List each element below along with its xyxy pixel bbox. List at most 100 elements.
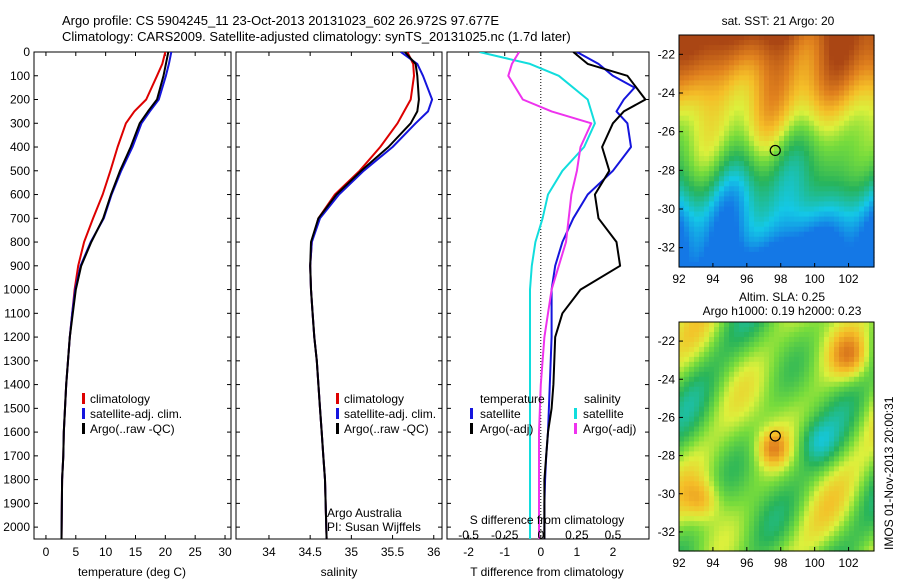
- heatmap-cell: [789, 211, 795, 218]
- heatmap-cell: [749, 431, 755, 438]
- heatmap-cell: [784, 120, 790, 127]
- heatmap-cell: [849, 396, 855, 403]
- heatmap-cell: [779, 521, 785, 527]
- heatmap-cell: [704, 511, 710, 517]
- heatmap-cell: [854, 416, 860, 423]
- heatmap-cell: [829, 531, 835, 537]
- heatmap-cell: [789, 196, 795, 203]
- heatmap-cell: [779, 261, 785, 268]
- heatmap-cell: [704, 151, 710, 157]
- heatmap-cell: [679, 80, 685, 87]
- heatmap-cell: [789, 85, 795, 92]
- heatmap-cell: [849, 366, 855, 373]
- heatmap-cell: [779, 401, 785, 408]
- heatmap-cell: [744, 201, 750, 208]
- heatmap-cell: [689, 506, 695, 512]
- heatmap-cell: [869, 406, 875, 413]
- heatmap-cell: [809, 531, 815, 537]
- heatmap-cell: [709, 35, 715, 41]
- heatmap-cell: [849, 186, 855, 192]
- heatmap-cell: [729, 90, 735, 97]
- heatmap-cell: [719, 356, 725, 363]
- heatmap-cell: [829, 35, 835, 41]
- heatmap-cell: [834, 135, 840, 142]
- heatmap-cell: [719, 361, 725, 368]
- heatmap-cell: [864, 186, 870, 192]
- heatmap-cell: [869, 531, 875, 537]
- heatmap-cell: [684, 206, 690, 213]
- heatmap-cell: [679, 511, 685, 517]
- heatmap-cell: [694, 371, 700, 378]
- heatmap-cell: [744, 65, 750, 71]
- heatmap-cell: [809, 125, 815, 132]
- heatmap-cell: [709, 130, 715, 137]
- heatmap-cell: [804, 461, 810, 467]
- heatmap-cell: [779, 206, 785, 213]
- heatmap-cell: [794, 401, 800, 408]
- heatmap-cell: [719, 322, 725, 328]
- heatmap-cell: [829, 451, 835, 458]
- heatmap-cell: [704, 206, 710, 213]
- heatmap-cell: [799, 135, 805, 142]
- heatmap-cell: [809, 65, 815, 71]
- heatmap-cell: [724, 55, 730, 61]
- heatmap-cell: [709, 541, 715, 547]
- heatmap-cell: [719, 95, 725, 102]
- heatmap-cell: [789, 541, 795, 547]
- heatmap-cell: [749, 75, 755, 81]
- heatmap-cell: [869, 181, 875, 187]
- heatmap-cell: [774, 80, 780, 87]
- heatmap-cell: [709, 251, 715, 258]
- heatmap-cell: [749, 511, 755, 517]
- heatmap-cell: [839, 431, 845, 438]
- heatmap-cell: [844, 341, 850, 348]
- heatmap-cell: [729, 541, 735, 547]
- legend-label-sal-argo: Argo(-adj): [583, 422, 636, 436]
- heatmap-cell: [739, 531, 745, 537]
- heatmap-cell: [794, 441, 800, 448]
- heatmap-cell: [834, 426, 840, 433]
- heatmap-cell: [679, 381, 685, 388]
- heatmap-cell: [809, 80, 815, 87]
- heatmap-cell: [729, 95, 735, 102]
- heatmap-cell: [864, 421, 870, 428]
- heatmap-cell: [829, 546, 835, 552]
- heatmap-cell: [764, 241, 770, 248]
- heatmap-cell: [839, 166, 845, 172]
- heatmap-cell: [854, 35, 860, 41]
- heatmap-cell: [864, 326, 870, 333]
- heatmap-cell: [799, 221, 805, 228]
- heatmap-cell: [739, 441, 745, 448]
- heatmap-cell: [699, 481, 705, 487]
- heatmap-cell: [814, 261, 820, 268]
- heatmap-cell: [734, 130, 740, 137]
- heatmap-cell: [839, 356, 845, 363]
- heatmap-cell: [734, 371, 740, 378]
- heatmap-cell: [759, 221, 765, 228]
- legend-swatch-argo: [336, 423, 339, 434]
- heatmap-cell: [819, 441, 825, 448]
- heatmap-cell: [794, 541, 800, 547]
- heatmap-cell: [754, 451, 760, 458]
- heatmap-cell: [829, 436, 835, 443]
- heatmap-cell: [784, 511, 790, 517]
- heatmap-cell: [684, 476, 690, 482]
- heatmap-cell: [804, 166, 810, 172]
- heatmap-cell: [724, 541, 730, 547]
- heatmap-cell: [774, 506, 780, 512]
- heatmap-cell: [749, 176, 755, 182]
- heatmap-cell: [734, 161, 740, 167]
- heatmap-cell: [734, 120, 740, 127]
- heatmap-cell: [744, 115, 750, 122]
- heatmap-cell: [769, 341, 775, 348]
- heatmap-cell: [774, 221, 780, 228]
- heatmap-cell: [699, 326, 705, 333]
- heatmap-cell: [789, 426, 795, 433]
- heatmap-cell: [749, 466, 755, 472]
- heatmap-cell: [714, 40, 720, 46]
- heatmap-cell: [709, 506, 715, 512]
- heatmap-cell: [794, 471, 800, 477]
- heatmap-cell: [729, 481, 735, 487]
- heatmap-cell: [844, 90, 850, 97]
- top-tick-label: -0.25: [491, 528, 519, 542]
